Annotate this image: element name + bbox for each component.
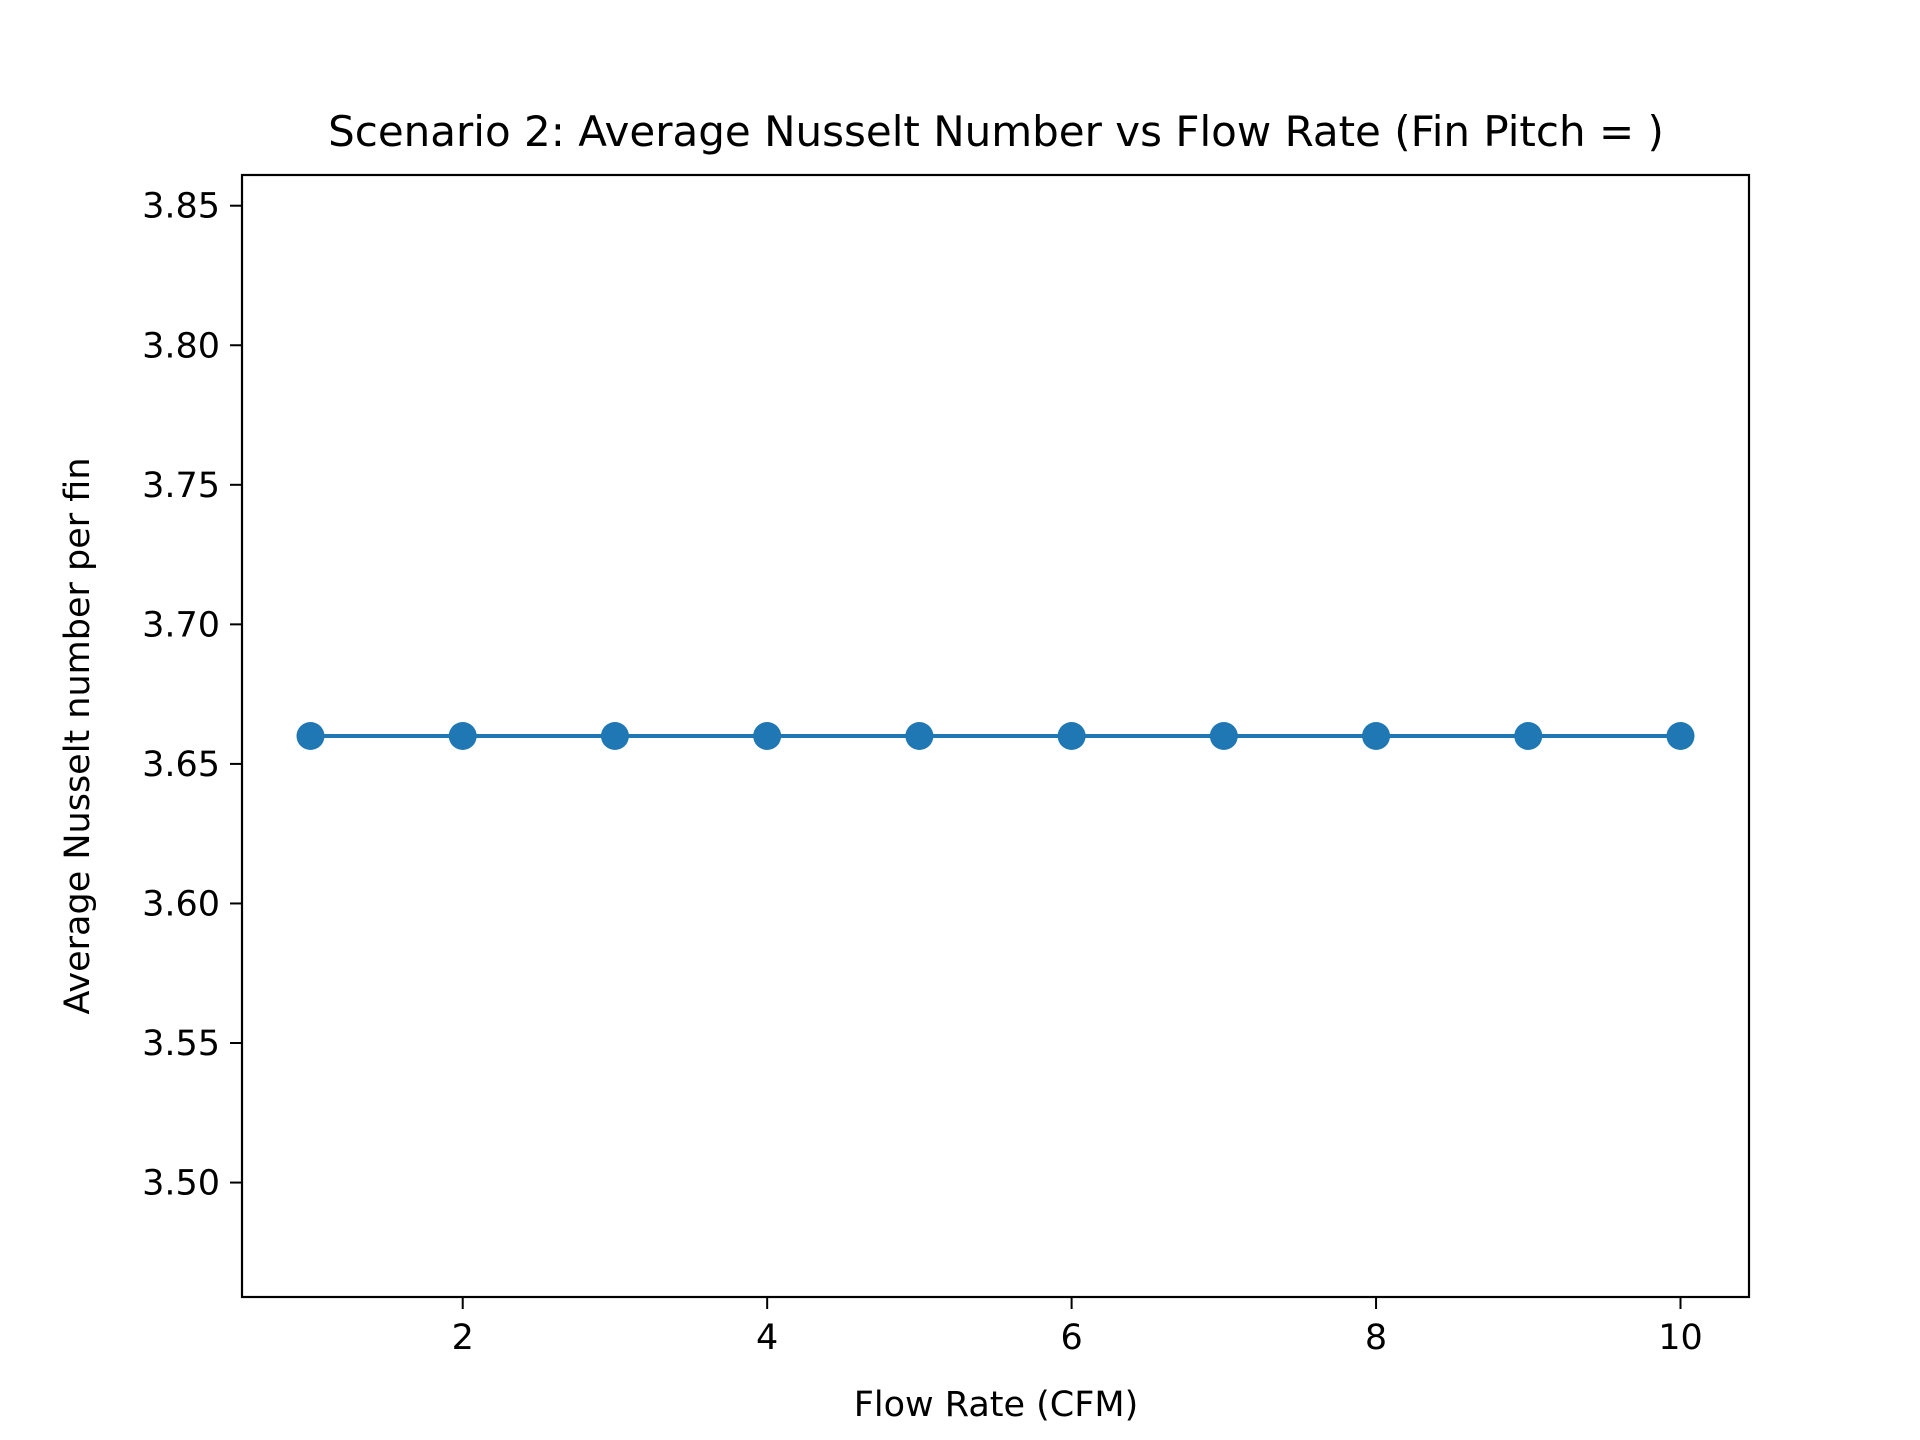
y-axis-label: Average Nusselt number per fin xyxy=(58,457,98,1014)
data-point xyxy=(296,722,325,750)
plot-area xyxy=(296,722,1695,750)
x-tick-label: 8 xyxy=(1365,1318,1387,1358)
x-tick-label: 6 xyxy=(1060,1318,1082,1358)
data-point xyxy=(905,722,934,750)
data-point xyxy=(1666,722,1695,750)
data-point xyxy=(600,722,629,750)
y-tick-label: 3.70 xyxy=(142,605,220,645)
y-tick-label: 3.80 xyxy=(142,326,220,366)
y-tick-label: 3.75 xyxy=(142,466,220,506)
x-axis: 2 4 6 8 10 xyxy=(452,1297,1703,1358)
x-tick-label: 4 xyxy=(756,1318,778,1358)
data-point xyxy=(1362,722,1391,750)
y-axis: 3.50 3.55 3.60 3.65 3.70 3.75 3.80 3.85 xyxy=(142,187,242,1204)
data-point xyxy=(1209,722,1238,750)
axes-frame xyxy=(240,173,1751,1299)
data-point xyxy=(1514,722,1543,750)
y-tick-label: 3.60 xyxy=(142,884,220,924)
y-tick-label: 3.55 xyxy=(142,1024,220,1064)
x-tick-label: 2 xyxy=(452,1318,474,1358)
data-point xyxy=(448,722,477,750)
y-tick-label: 3.65 xyxy=(142,745,220,785)
data-point xyxy=(753,722,782,750)
y-tick-label: 3.85 xyxy=(142,187,220,227)
data-point xyxy=(1057,722,1086,750)
y-tick-label: 3.50 xyxy=(142,1164,220,1204)
x-tick-label: 10 xyxy=(1658,1318,1703,1358)
chart-title: Scenario 2: Average Nusselt Number vs Fl… xyxy=(328,107,1664,156)
x-axis-label: Flow Rate (CFM) xyxy=(854,1385,1138,1425)
